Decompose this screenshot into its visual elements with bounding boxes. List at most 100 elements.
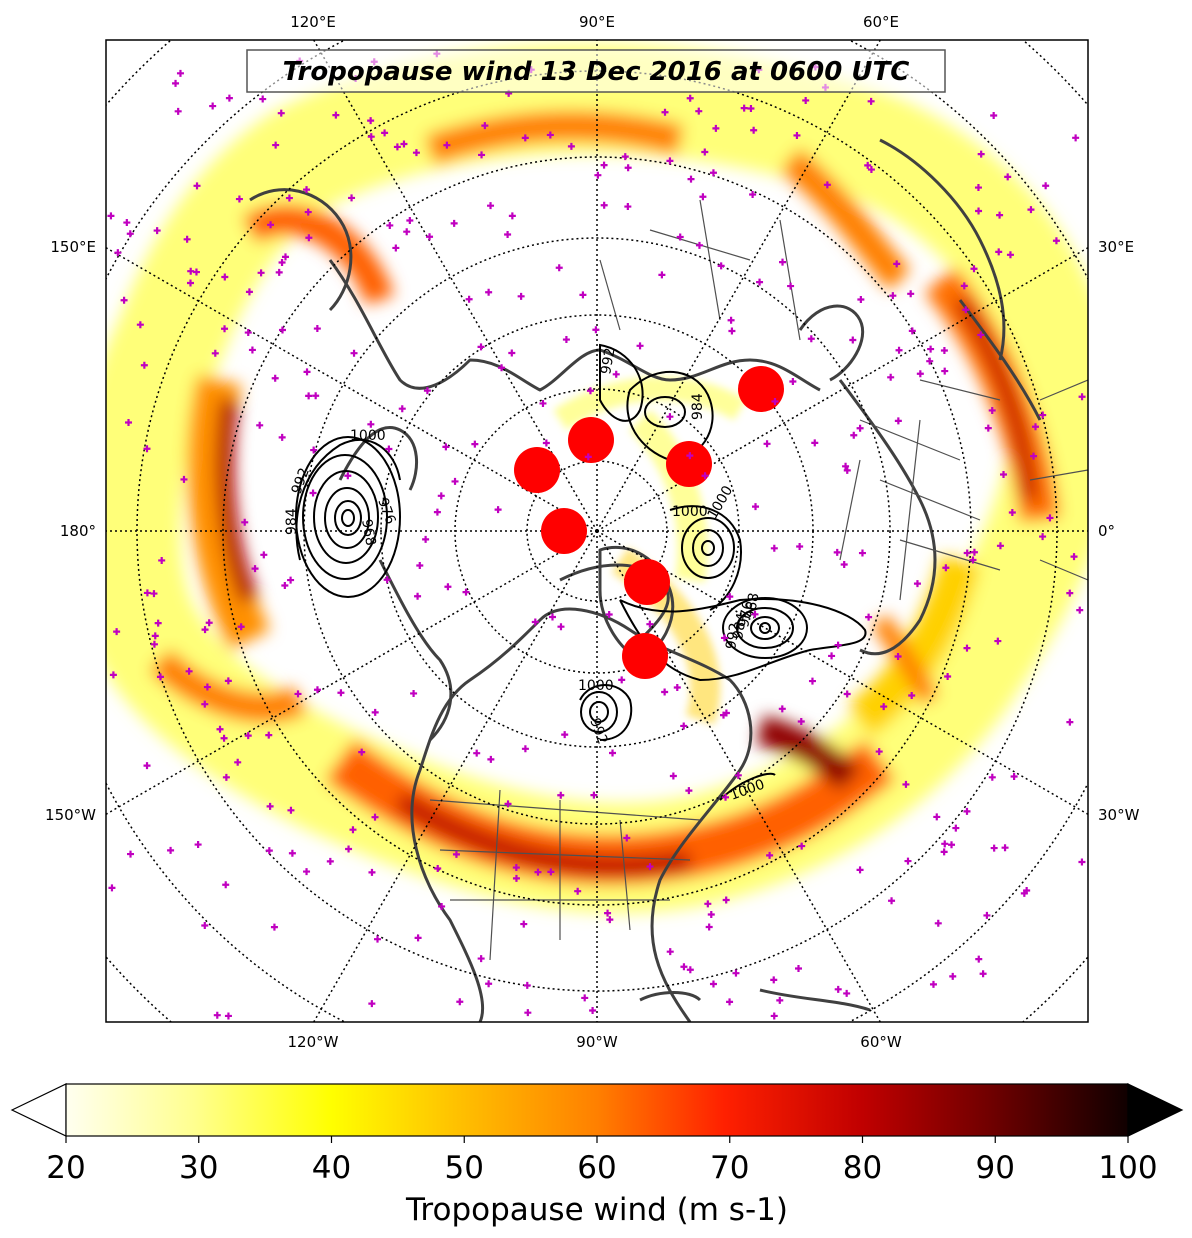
station-plus-marker [979,970,987,978]
lon-label-150e: 150°E [50,238,96,256]
station-plus-marker [465,295,473,303]
station-plus-marker [888,897,896,905]
station-plus-marker [842,462,850,470]
station-plus-marker [849,336,857,344]
station-plus-marker [450,219,458,227]
station-plus-marker [1072,134,1080,142]
station-plus-marker [705,923,713,931]
station-plus-marker [1006,251,1014,259]
station-plus-marker [857,295,865,303]
wind-shading [106,43,1088,914]
station-plus-marker [704,900,712,908]
lon-label-90w: 90°W [576,1033,618,1051]
station-plus-marker [471,440,479,448]
station-plus-marker [422,535,430,543]
station-plus-marker [941,367,949,375]
station-plus-marker [257,269,265,277]
lon-label-60e: 60°E [863,13,899,31]
station-plus-marker [994,637,1002,645]
svg-text:984: 984 [730,612,750,641]
station-plus-marker [927,345,935,353]
station-plus-marker [1000,471,1008,479]
station-plus-marker [942,564,950,572]
station-plus-marker [555,264,563,272]
station-plus-marker [751,610,759,618]
red-dot [666,441,712,487]
station-plus-marker [285,194,293,202]
station-plus-marker [975,955,983,963]
station-plus-marker [186,279,194,287]
colorbar-tick-label: 60 [577,1150,616,1186]
station-plus-marker [1039,533,1047,541]
station-plus-marker [414,592,422,600]
station-plus-marker [201,922,209,930]
station-plus-marker [907,290,915,298]
station-plus-marker [281,253,289,261]
station-plus-marker [594,171,602,179]
station-plus-marker [636,342,644,350]
svg-text:968: 968 [358,518,378,547]
station-plus-marker [521,134,529,142]
red-dot [514,447,560,493]
colorbar: 20 30 40 50 60 70 80 90 100 Tropopause wind (m s… [10,1083,1184,1228]
station-plus-marker [305,392,313,400]
station-plus-marker [756,278,764,286]
colorbar-tick-label: 80 [843,1150,882,1186]
station-plus-marker [167,846,175,854]
station-plus-marker [933,813,941,821]
station-plus-marker [332,111,340,119]
station-plus-marker [125,418,133,426]
station-plus-marker [749,191,757,199]
station-plus-marker [904,857,912,865]
station-plus-marker [313,686,321,694]
station-plus-marker [699,193,707,201]
station-plus-marker [437,492,445,500]
station-plus-marker [808,677,816,685]
colorbar-extend-high [1127,1083,1184,1137]
colorbar-tick-label: 20 [46,1150,85,1186]
station-plus-marker [797,717,805,725]
station-plus-marker [1076,606,1084,614]
map-frame [105,39,1089,1023]
station-plus-marker [403,228,411,236]
station-plus-marker [687,175,695,183]
station-plus-marker [646,863,654,871]
station-plus-marker [722,709,730,717]
station-plus-marker [520,920,528,928]
station-plus-marker [1004,173,1012,181]
station-plus-marker [287,806,295,814]
station-plus-marker [865,613,873,621]
colorbar-tick-label: 70 [710,1150,749,1186]
station-plus-marker [303,186,311,194]
station-plus-marker [414,934,422,942]
station-plus-marker [221,325,229,333]
station-plus-marker [452,850,460,858]
station-plus-marker [256,421,264,429]
lon-label-120w: 120°W [288,1033,339,1051]
station-plus-marker [234,758,242,766]
station-plus-marker [962,306,970,314]
station-plus-marker [211,349,219,357]
station-plus-marker [225,94,233,102]
station-plus-marker [908,691,916,699]
station-plus-marker [478,151,486,159]
station-plus-marker [1027,206,1035,214]
station-plus-marker [381,129,389,137]
station-plus-marker [462,588,470,596]
station-plus-marker [833,548,841,556]
colorbar-label: Tropopause wind (m s-1) [405,1192,788,1228]
station-plus-marker [222,881,230,889]
station-plus-marker [867,166,875,174]
station-plus-marker [337,689,345,697]
svg-text:984: 984 [284,508,300,535]
station-plus-marker [776,996,784,1004]
station-plus-marker [1046,514,1054,522]
station-plus-marker [856,424,864,432]
station-plus-marker [154,619,162,627]
station-plus-marker [416,562,424,570]
colorbar-tick-label: 100 [1098,1150,1157,1186]
station-plus-marker [151,632,159,640]
station-plus-marker [574,887,582,895]
station-plus-marker [798,842,806,850]
station-plus-marker [260,551,268,559]
